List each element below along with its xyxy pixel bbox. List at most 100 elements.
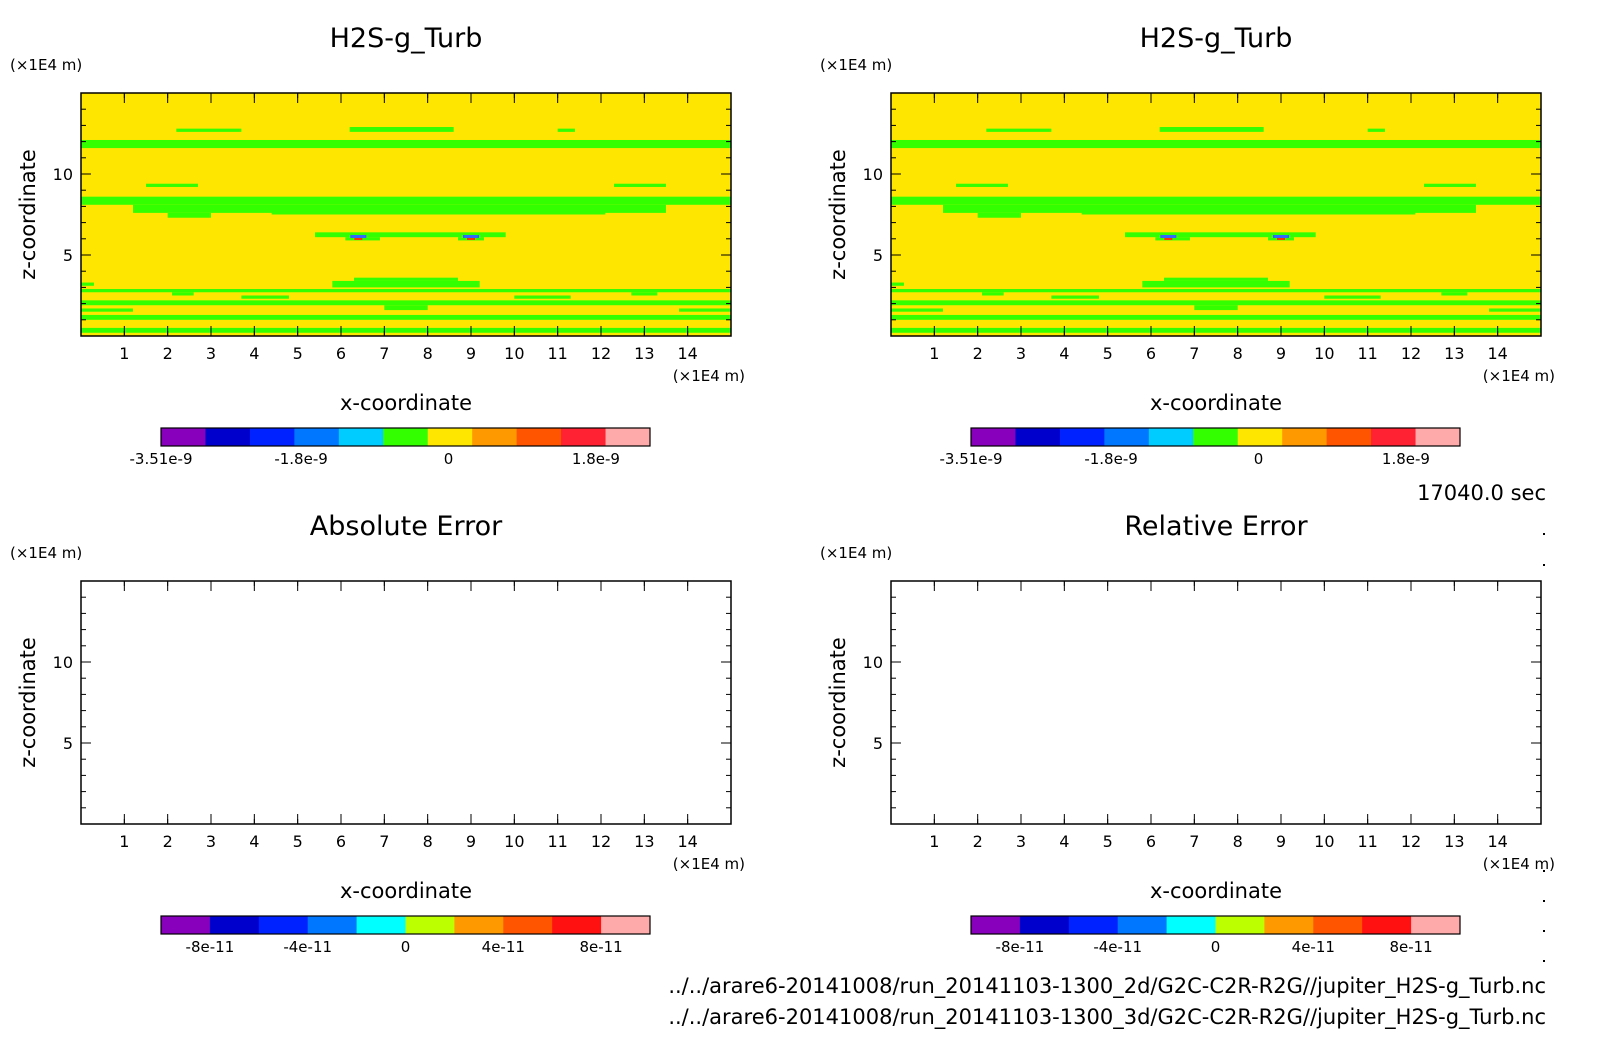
colorbar-swatch <box>405 916 455 934</box>
field-band <box>354 277 458 281</box>
x-tick-label: 11 <box>547 832 567 851</box>
field-band <box>1155 237 1190 241</box>
colorbar-tick-label: 0 <box>1254 450 1264 468</box>
field-band <box>891 300 1541 306</box>
field-band <box>315 232 506 238</box>
x-tick-label: 3 <box>206 344 216 363</box>
field-band <box>514 295 571 299</box>
field-band <box>332 280 480 288</box>
field-band <box>1051 295 1099 299</box>
x-tick-label: 8 <box>1233 832 1243 851</box>
colorbar-tick-label: 8e-11 <box>1389 938 1432 956</box>
colorbar-swatch <box>552 916 602 934</box>
colorbar-swatch <box>561 428 607 446</box>
field-band <box>891 289 1541 293</box>
field-band <box>81 139 731 149</box>
plot-area <box>891 93 1541 336</box>
colorbar: -8e-11 -4e-11 0 4e-11 8e-11 <box>970 915 1461 956</box>
margin-dot <box>1543 564 1545 566</box>
colorbar-tick-label: 0 <box>444 450 454 468</box>
colorbar-swatch <box>258 916 309 934</box>
field-band <box>956 183 1008 187</box>
colorbar-tick-label: -8e-11 <box>186 938 235 956</box>
colorbar-swatch <box>161 916 211 934</box>
anomaly-blob <box>463 234 479 238</box>
field-band <box>1164 277 1268 281</box>
anomaly-blob <box>1277 237 1285 240</box>
x-tick-label: 7 <box>379 344 389 363</box>
x-tick-label: 8 <box>423 832 433 851</box>
y-axis-label: z-coordinate <box>826 637 850 768</box>
x-tick-label: 11 <box>1357 344 1377 363</box>
x-unit-label: (×1E4 m) <box>673 367 745 385</box>
colorbar-swatch <box>356 916 406 934</box>
file-path-3d: ../../arare6-20141008/run_20141103-1300_… <box>668 1005 1546 1030</box>
colorbar-tick-label: -8e-11 <box>996 938 1045 956</box>
colorbar-swatch <box>1326 428 1372 446</box>
x-tick-label: 13 <box>1444 344 1464 363</box>
colorbar-swatch <box>209 916 260 934</box>
field-band <box>241 295 289 299</box>
x-tick-label: 6 <box>1146 832 1156 851</box>
chart-title: Relative Error <box>1124 511 1308 542</box>
x-unit-label: (×1E4 m) <box>1483 855 1555 873</box>
x-tick-label: 12 <box>591 832 611 851</box>
colorbar-swatch <box>249 428 295 446</box>
x-tick-label: 1 <box>119 832 129 851</box>
field-band <box>891 327 1541 333</box>
chart-panel: H2S-g_Turb(×1E4 m)1 2 3 4 5 6 7 8 9 10 11 12 13 14510… <box>820 23 1555 468</box>
y-axis-label: z-coordinate <box>16 149 40 280</box>
x-axis-label: x-coordinate <box>340 879 472 903</box>
anomaly-blob <box>1273 234 1289 238</box>
plot-frame <box>80 92 732 337</box>
field-band <box>81 282 94 286</box>
plot-frame <box>890 580 1542 825</box>
x-tick-label: 14 <box>677 832 697 851</box>
anomaly-blob <box>354 237 363 240</box>
chart-title: Absolute Error <box>310 511 503 542</box>
y-tick-label: 5 <box>63 734 73 753</box>
time-label: 17040.0 sec <box>1417 481 1546 505</box>
x-tick-label: 3 <box>206 832 216 851</box>
field-band <box>891 139 1541 149</box>
colorbar-swatch <box>503 916 553 934</box>
x-tick-label: 2 <box>163 832 173 851</box>
colorbar-swatch <box>601 916 651 934</box>
colorbar-frame <box>160 915 651 935</box>
colorbar-swatch <box>383 428 429 446</box>
margin-dot <box>1543 900 1545 902</box>
chart-panel: Absolute Error(×1E4 m)1 2 3 4 5 6 7 8 9 10 11 12 13 1… <box>10 511 745 956</box>
x-axis-label: x-coordinate <box>1150 879 1282 903</box>
field-band <box>1489 308 1541 312</box>
colorbar-swatch <box>971 916 1021 934</box>
colorbar-swatch <box>472 428 518 446</box>
plot-area <box>81 93 731 336</box>
colorbar-tick-label: 0 <box>401 938 411 956</box>
colorbar-tick-label: 0 <box>1211 938 1221 956</box>
colorbar-swatch <box>1193 428 1239 446</box>
y-tick-label: 10 <box>53 165 73 184</box>
x-tick-label: 1 <box>929 344 939 363</box>
y-tick-label: 5 <box>873 734 883 753</box>
field-band <box>614 183 666 187</box>
colorbar-swatch <box>1411 916 1461 934</box>
x-unit-label: (×1E4 m) <box>673 855 745 873</box>
x-tick-label: 5 <box>293 344 303 363</box>
field-band <box>982 292 1004 296</box>
panels: H2S-g_Turb(×1E4 m)1 2 3 4 5 6 7 8 9 10 11 12 13 14510… <box>10 23 1555 956</box>
x-tick-label: 9 <box>466 832 476 851</box>
x-tick-label: 5 <box>1103 832 1113 851</box>
field-band <box>891 314 1541 320</box>
y-unit-label: (×1E4 m) <box>10 56 82 74</box>
colorbar-swatch <box>1371 428 1417 446</box>
anomaly-blob <box>1164 237 1173 240</box>
x-tick-label: 5 <box>293 832 303 851</box>
y-tick-label: 10 <box>863 165 883 184</box>
colorbar-swatch <box>1313 916 1363 934</box>
colorbar-tick-label: 4e-11 <box>1292 938 1335 956</box>
colorbar-swatch <box>1415 428 1461 446</box>
colorbar-frame <box>970 915 1461 935</box>
margin-dot <box>1543 533 1545 535</box>
anomaly-blob <box>467 237 475 240</box>
x-tick-label: 11 <box>547 344 567 363</box>
